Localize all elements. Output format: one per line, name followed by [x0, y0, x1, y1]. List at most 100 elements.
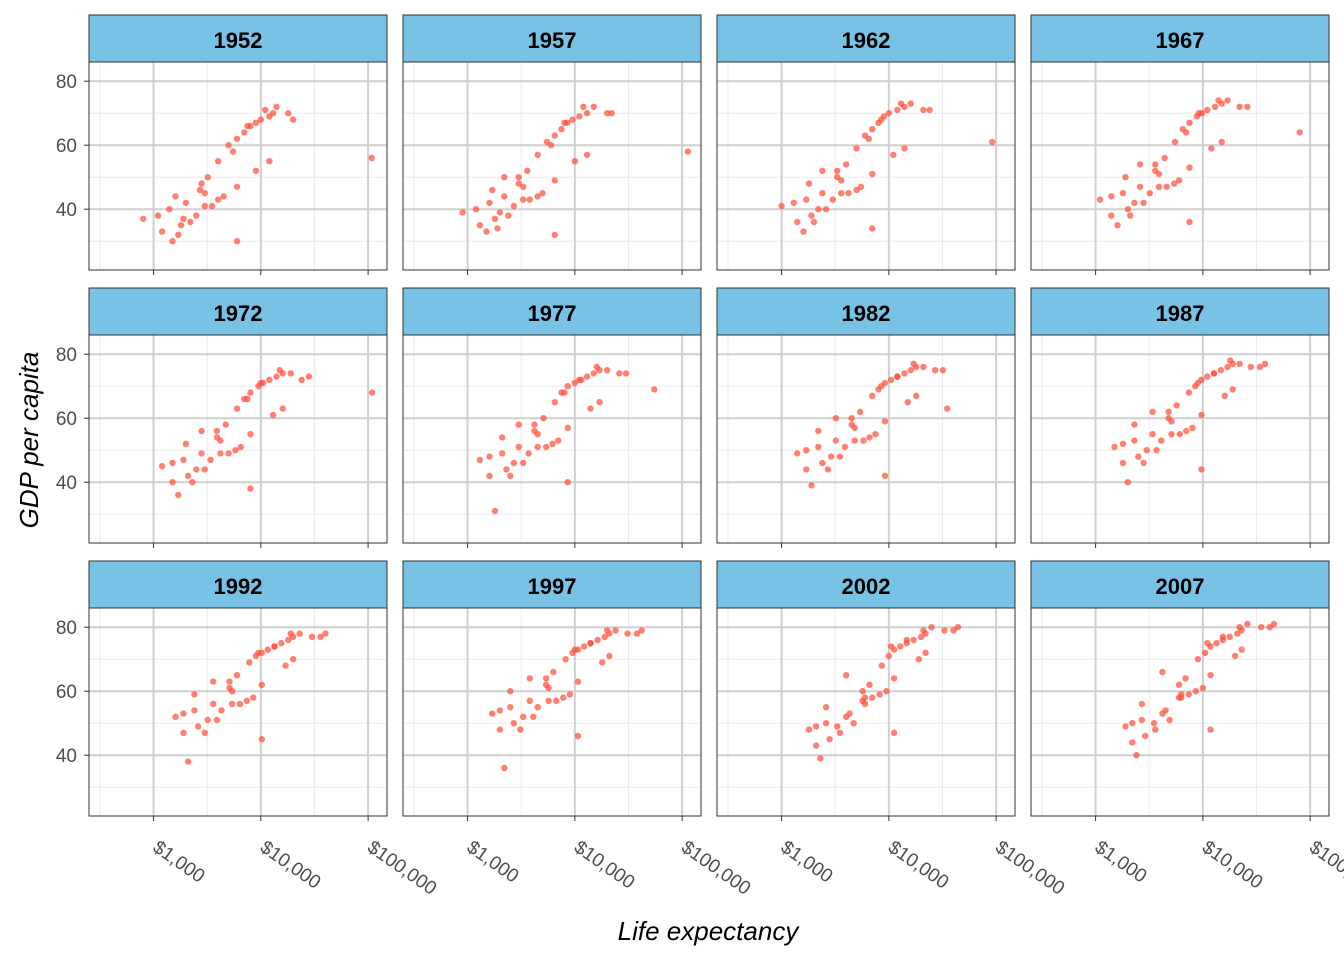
- data-point: [1226, 633, 1233, 640]
- data-point: [1296, 129, 1303, 136]
- data-point: [545, 697, 552, 704]
- data-point: [920, 627, 927, 634]
- data-point: [599, 659, 606, 666]
- data-point: [901, 145, 908, 152]
- data-point: [1204, 106, 1211, 114]
- data-point: [172, 713, 179, 720]
- data-point: [861, 694, 869, 701]
- data-point: [201, 190, 208, 197]
- x-tick-label: $100,000: [363, 837, 440, 900]
- data-point: [507, 472, 514, 479]
- strip-1957: [402, 14, 702, 63]
- strip-1972: [88, 287, 388, 336]
- strip-1967: [1030, 14, 1330, 63]
- data-point: [1189, 424, 1196, 431]
- data-point: [1152, 161, 1159, 168]
- data-point: [887, 376, 895, 383]
- panel-border: [402, 607, 702, 817]
- data-point: [583, 151, 591, 158]
- panel-1977: 1977: [402, 287, 702, 548]
- strip-label: 1967: [1156, 28, 1205, 53]
- strip-1977: [402, 287, 702, 336]
- data-point: [915, 656, 922, 663]
- data-point: [1126, 212, 1134, 219]
- data-point: [257, 379, 265, 387]
- data-point: [560, 694, 567, 701]
- data-point: [476, 456, 484, 463]
- data-point: [1195, 110, 1203, 117]
- panel-border: [1030, 334, 1330, 544]
- data-point: [232, 447, 239, 454]
- data-point: [1159, 668, 1166, 676]
- data-point: [177, 222, 185, 229]
- panel-border: [88, 61, 388, 271]
- data-point: [1149, 431, 1156, 438]
- data-point: [266, 158, 273, 165]
- data-point: [1119, 440, 1127, 447]
- data-point: [549, 440, 556, 447]
- data-point: [182, 199, 190, 206]
- data-point: [815, 443, 822, 451]
- data-point: [175, 231, 182, 238]
- x-tick-label: $1,000: [463, 837, 523, 888]
- data-point: [243, 697, 251, 704]
- data-point: [282, 662, 289, 669]
- data-point: [928, 624, 935, 631]
- panel-border: [716, 334, 1016, 544]
- data-point: [252, 119, 260, 127]
- data-point: [241, 129, 248, 136]
- data-point: [1108, 212, 1115, 219]
- data-point: [201, 466, 208, 473]
- data-point: [551, 132, 558, 139]
- data-point: [204, 174, 211, 181]
- panel-1982: 1982: [716, 287, 1016, 548]
- data-point: [222, 421, 229, 428]
- data-point: [869, 170, 876, 178]
- data-point: [1208, 145, 1215, 152]
- x-tick-label: $100,000: [1305, 837, 1344, 900]
- data-point: [180, 710, 187, 717]
- y-axis-title: GDP per capita: [14, 352, 44, 529]
- data-point: [1176, 431, 1184, 438]
- strip-label: 1962: [842, 28, 891, 53]
- data-point: [496, 707, 504, 714]
- x-tick-label: $10,000: [256, 837, 324, 894]
- data-point: [1199, 684, 1207, 692]
- data-point: [472, 206, 480, 213]
- x-axis-title: Life expectancy: [618, 916, 801, 946]
- data-point: [808, 482, 815, 489]
- data-point: [812, 742, 820, 749]
- data-point: [1204, 373, 1211, 380]
- data-point: [1238, 646, 1245, 653]
- data-point: [1224, 363, 1231, 371]
- data-point: [580, 643, 588, 650]
- data-point: [257, 116, 265, 123]
- y-tick-label: 40: [56, 746, 77, 767]
- data-point: [182, 440, 190, 447]
- data-point: [1140, 199, 1147, 206]
- data-point: [1256, 363, 1264, 371]
- data-point: [507, 688, 514, 695]
- panel-2007: 2007 $1,000 $10,000 $100,000: [1030, 560, 1344, 900]
- data-point: [1213, 640, 1220, 647]
- data-point: [271, 643, 278, 650]
- data-point: [459, 209, 466, 216]
- data-point: [542, 681, 550, 688]
- data-point: [540, 415, 547, 422]
- y-tick-label: 40: [56, 200, 77, 221]
- data-point: [201, 202, 208, 210]
- data-point: [606, 652, 613, 660]
- data-point: [1122, 723, 1129, 730]
- data-point: [496, 726, 504, 733]
- data-point: [503, 466, 510, 473]
- data-point: [850, 720, 857, 727]
- data-point: [172, 193, 179, 200]
- data-point: [1218, 138, 1225, 146]
- data-point: [169, 479, 176, 486]
- strip-label: 1952: [214, 28, 263, 53]
- x-tick-label: $1,000: [149, 837, 209, 888]
- data-point: [1131, 437, 1138, 444]
- data-point: [890, 729, 898, 736]
- data-point: [285, 110, 292, 117]
- data-point: [551, 399, 558, 406]
